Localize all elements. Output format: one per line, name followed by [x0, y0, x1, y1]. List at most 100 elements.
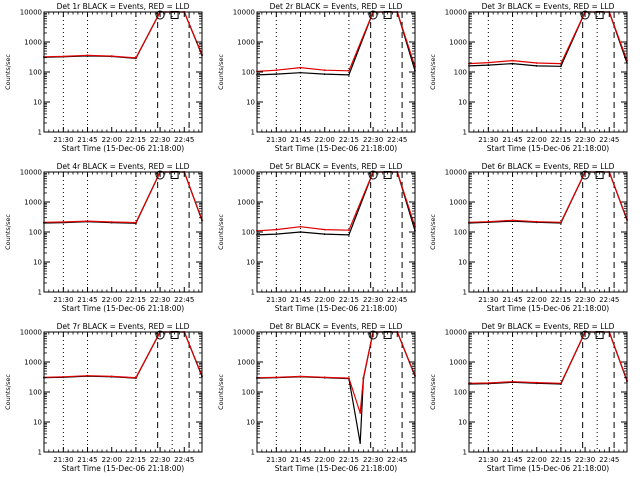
chart-panel-3: 1 10 100 1000 10000 21:30 21:45 22:00 22:15 22:30…	[429, 2, 628, 153]
circle-marker	[580, 170, 590, 180]
x-tick-label: 22:30	[150, 136, 170, 144]
x-tick-label: 22:00	[102, 296, 122, 304]
circle-marker	[155, 170, 165, 180]
y-tick-label: 100	[454, 69, 467, 77]
x-tick-label: 21:30	[266, 296, 286, 304]
chart-panel-7: 1 10 100 1000 10000 21:30 21:45 22:00 22:15 22:30…	[4, 322, 203, 473]
plot-frame	[468, 171, 628, 293]
x-tick-label: 22:00	[102, 456, 122, 464]
data-point	[323, 228, 326, 231]
data-point	[511, 62, 514, 65]
x-axis-label: Start Time (15-Dec-06 21:18:00)	[275, 304, 397, 313]
series-line-lld	[468, 11, 628, 65]
x-tick-label: 21:45	[290, 136, 310, 144]
y-tick-label: 1000	[24, 359, 42, 367]
data-point	[110, 375, 113, 378]
y-tick-label: 1000	[237, 199, 255, 207]
chart-panel-5: 1 10 100 1000 10000 21:30 21:45 22:00 22:15 22:30…	[217, 162, 416, 313]
data-point	[359, 412, 362, 414]
data-point	[299, 231, 302, 233]
x-axis-label: Start Time (15-Dec-06 21:18:00)	[487, 144, 609, 153]
data-point	[347, 74, 350, 76]
y-tick-label: 1	[251, 449, 255, 457]
x-tick-label: 21:30	[266, 456, 286, 464]
x-tick-label: 21:30	[53, 456, 73, 464]
y-tick-label: 1000	[449, 39, 467, 47]
y-tick-label: 10	[33, 419, 42, 427]
data-point	[299, 71, 302, 74]
data-point	[62, 375, 65, 378]
x-tick-label: 22:15	[126, 136, 146, 144]
x-tick-label: 22:15	[339, 296, 359, 304]
plot-frame	[43, 11, 203, 133]
plot-frame	[43, 331, 203, 453]
data-point	[86, 220, 89, 223]
x-tick-label: 21:45	[290, 456, 310, 464]
y-axis-label: Counts/sec	[429, 374, 437, 410]
y-axis-label: Counts/sec	[4, 374, 12, 410]
y-tick-label: 1	[463, 129, 467, 137]
x-tick-label: 21:45	[77, 296, 97, 304]
x-tick-label: 21:45	[502, 296, 522, 304]
x-tick-label: 22:15	[126, 296, 146, 304]
data-point	[487, 61, 490, 64]
data-point	[347, 234, 350, 236]
x-tick-label: 21:45	[502, 136, 522, 144]
chart-title: Det 5r BLACK = Events, RED = LLD	[270, 162, 403, 171]
x-tick-label: 22:00	[102, 136, 122, 144]
x-tick-label: 22:45	[174, 296, 194, 304]
x-tick-label: 22:00	[527, 456, 547, 464]
data-point	[362, 376, 365, 379]
data-point	[110, 55, 113, 57]
data-point	[134, 376, 137, 379]
data-point	[511, 219, 514, 222]
x-tick-label: 22:30	[363, 456, 383, 464]
data-point	[299, 225, 302, 228]
plot-frame	[43, 171, 203, 293]
data-point	[275, 376, 278, 379]
chart-panel-2: 1 10 100 1000 10000 21:30 21:45 22:00 22:15 22:30…	[217, 2, 416, 153]
data-point	[487, 382, 490, 384]
y-tick-label: 1000	[449, 359, 467, 367]
x-tick-label: 22:45	[174, 456, 194, 464]
x-tick-label: 22:30	[363, 296, 383, 304]
x-tick-label: 21:30	[53, 296, 73, 304]
y-tick-label: 100	[454, 389, 467, 397]
series-line-events	[468, 11, 628, 67]
x-tick-label: 22:00	[527, 136, 547, 144]
x-axis-label: Start Time (15-Dec-06 21:18:00)	[487, 464, 609, 473]
y-tick-label: 10	[246, 259, 255, 267]
x-tick-label: 22:15	[339, 136, 359, 144]
y-tick-label: 10	[246, 99, 255, 107]
y-tick-label: 1	[38, 449, 42, 457]
chart-panel-1: 1 10 100 1000 10000 21:30 21:45 22:00 22:15 22:30…	[4, 2, 203, 153]
y-tick-label: 1000	[24, 39, 42, 47]
data-point	[511, 59, 514, 62]
series-line-events	[256, 171, 416, 236]
y-tick-label: 10	[33, 259, 42, 267]
y-tick-label: 1	[38, 289, 42, 297]
series-line-events	[256, 331, 416, 444]
plot-frame	[468, 11, 628, 133]
x-tick-label: 21:30	[53, 136, 73, 144]
y-tick-label: 10000	[445, 9, 467, 17]
x-tick-label: 22:15	[339, 456, 359, 464]
chart-panel-6: 1 10 100 1000 10000 21:30 21:45 22:00 22:15 22:30…	[429, 162, 628, 313]
series-line-events	[43, 171, 203, 224]
chart-title: Det 6r BLACK = Events, RED = LLD	[482, 162, 615, 171]
y-axis-label: Counts/sec	[4, 214, 12, 250]
data-point	[275, 228, 278, 231]
series-line-events	[468, 171, 628, 224]
x-tick-label: 21:45	[290, 296, 310, 304]
y-tick-label: 10000	[233, 169, 255, 177]
y-tick-label: 1	[38, 129, 42, 137]
data-point	[511, 380, 514, 383]
y-tick-label: 10000	[20, 169, 42, 177]
y-axis-label: Counts/sec	[429, 54, 437, 90]
series-line-lld	[256, 331, 416, 414]
chart-title: Det 4r BLACK = Events, RED = LLD	[57, 162, 190, 171]
x-tick-label: 22:45	[387, 136, 407, 144]
x-tick-label: 22:00	[315, 136, 335, 144]
plot-frame	[468, 331, 628, 453]
data-point	[86, 374, 89, 377]
